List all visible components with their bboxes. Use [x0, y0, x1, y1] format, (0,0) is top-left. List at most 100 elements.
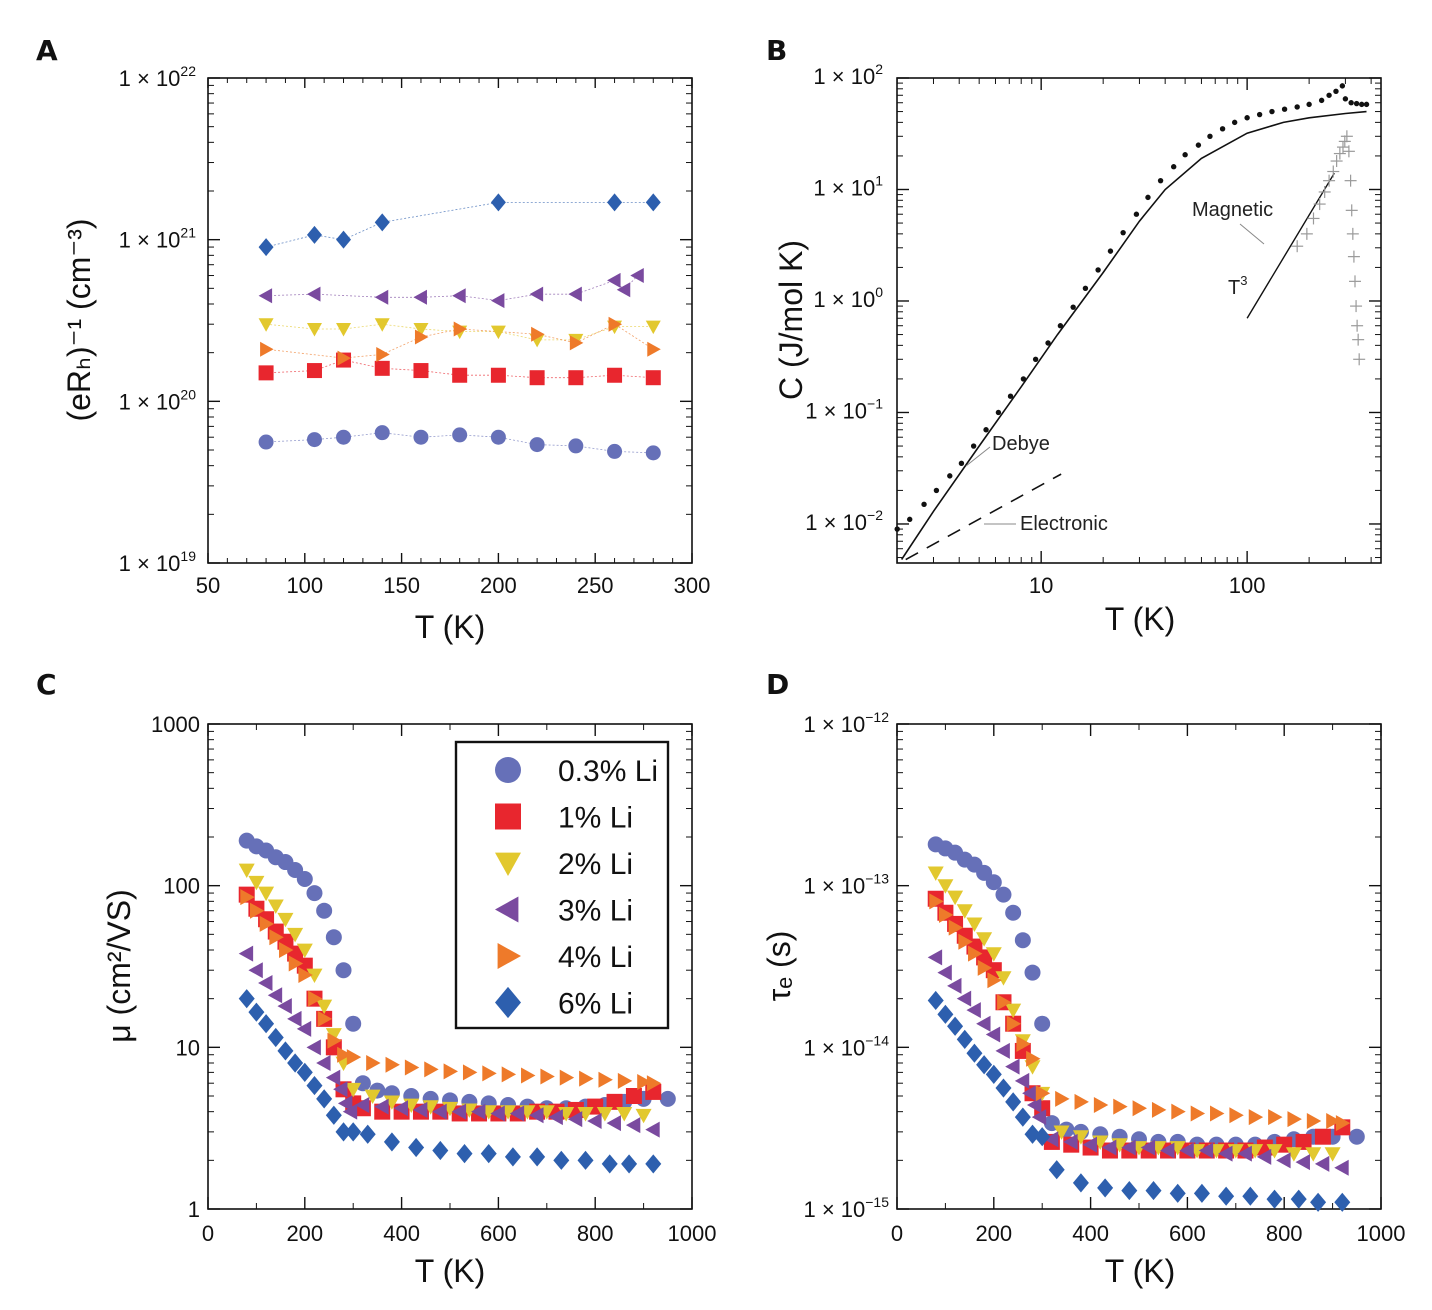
legend-marker: [495, 757, 521, 783]
data-point: [1005, 904, 1022, 921]
data-point: [1034, 1015, 1051, 1032]
data-point: [608, 316, 623, 332]
data-point: [1237, 1145, 1252, 1162]
magnetic-point: [1346, 227, 1359, 240]
measured-point: [1020, 376, 1027, 382]
debye-curve: [900, 110, 1367, 560]
legend-marker: [495, 896, 519, 923]
data-point: [645, 320, 661, 335]
data-point: [937, 1004, 954, 1024]
y-tick-label-mantissa: 1 × 10: [119, 228, 181, 253]
data-point: [645, 445, 661, 461]
measured-point: [1256, 111, 1263, 118]
measured-point: [1359, 101, 1365, 108]
data-point: [607, 443, 623, 459]
data-point: [1306, 1113, 1322, 1130]
data-point: [345, 1082, 362, 1098]
data-point: [288, 955, 304, 972]
magnetic-point: [1351, 319, 1364, 332]
data-point: [1218, 1186, 1235, 1206]
data-point: [1043, 1131, 1059, 1148]
panel-label-c: C: [36, 668, 57, 701]
data-point: [374, 360, 390, 376]
data-point: [316, 1089, 333, 1109]
y-tick-label: 1: [188, 1197, 200, 1222]
y-tick-label: 100: [163, 874, 200, 899]
y-tick-label: 1 × 10−12: [803, 709, 889, 737]
y-tick-label: 1 × 10−13: [803, 871, 889, 899]
measured-point: [1326, 92, 1332, 98]
data-point: [374, 213, 390, 232]
y-tick-label-mantissa: 1 × 10: [119, 389, 181, 414]
y-tick-label-mantissa: 1 × 10: [805, 510, 867, 535]
y-tick-label-mantissa: 1 × 10: [119, 66, 181, 91]
panel-d-xlabel: T (K): [1105, 1253, 1176, 1289]
data-point: [1014, 932, 1031, 949]
panel-b-ylabel: C (J/mol K): [773, 240, 809, 400]
x-tick-label: 1000: [1357, 1221, 1406, 1246]
data-point: [1314, 1128, 1331, 1145]
data-point: [327, 1032, 342, 1049]
series-line: [266, 323, 654, 359]
data-point: [383, 1132, 400, 1152]
data-point: [1314, 1155, 1330, 1172]
data-point: [568, 438, 584, 454]
magnetic-point: [1323, 174, 1336, 187]
data-point: [1055, 1090, 1070, 1107]
data-point: [1266, 1189, 1283, 1209]
magnetic-point: [1344, 174, 1357, 187]
data-point: [645, 193, 661, 212]
measured-point: [1170, 164, 1177, 170]
data-point: [540, 1068, 555, 1085]
magnetic-point: [1333, 147, 1346, 160]
data-point: [607, 193, 623, 212]
data-point: [385, 1056, 400, 1073]
magnetic-point: [1350, 300, 1363, 313]
data-point: [645, 370, 661, 386]
y-tick-label-exponent: 20: [180, 386, 196, 402]
data-point: [482, 1065, 497, 1082]
data-point: [306, 885, 323, 902]
y-tick-label-exponent: 21: [180, 225, 196, 241]
y-tick-label-mantissa: 1 × 10: [803, 1035, 865, 1060]
measured-point: [1363, 101, 1370, 108]
data-point: [1026, 1096, 1042, 1113]
data-point: [1053, 1125, 1070, 1140]
data-point: [616, 1107, 633, 1122]
data-point: [277, 998, 292, 1015]
x-tick-label: 100: [286, 573, 323, 598]
data-point: [240, 889, 255, 906]
data-point: [625, 1087, 642, 1104]
measured-point: [1306, 101, 1312, 108]
y-tick-label: 1 × 1020: [119, 386, 197, 414]
data-point: [296, 943, 313, 959]
data-point: [316, 1055, 331, 1072]
y-tick-label: 1 × 10−2: [805, 507, 883, 535]
data-point: [374, 318, 390, 332]
data-point: [1151, 1101, 1167, 1118]
y-tick-label-exponent: 1: [875, 172, 883, 188]
data-point: [1285, 1147, 1302, 1162]
data-point: [346, 1049, 362, 1066]
data-point: [248, 962, 263, 979]
data-point: [317, 1010, 333, 1027]
data-point: [490, 429, 506, 445]
data-point: [337, 1095, 353, 1112]
data-point: [577, 1107, 594, 1122]
data-point: [250, 902, 265, 919]
data-point: [1093, 1096, 1109, 1113]
data-point: [366, 1055, 381, 1072]
data-point: [1287, 1111, 1302, 1128]
data-point: [1072, 1173, 1089, 1193]
measured-point: [1082, 285, 1089, 291]
annotation-t3-base: T: [1228, 277, 1240, 299]
data-point: [509, 1105, 525, 1122]
measured-point: [995, 409, 1002, 416]
measured-point: [1348, 100, 1354, 106]
data-point: [521, 1067, 536, 1084]
data-point: [948, 919, 964, 936]
data-point: [336, 230, 352, 249]
data-point: [995, 886, 1012, 903]
data-point: [432, 1140, 449, 1161]
